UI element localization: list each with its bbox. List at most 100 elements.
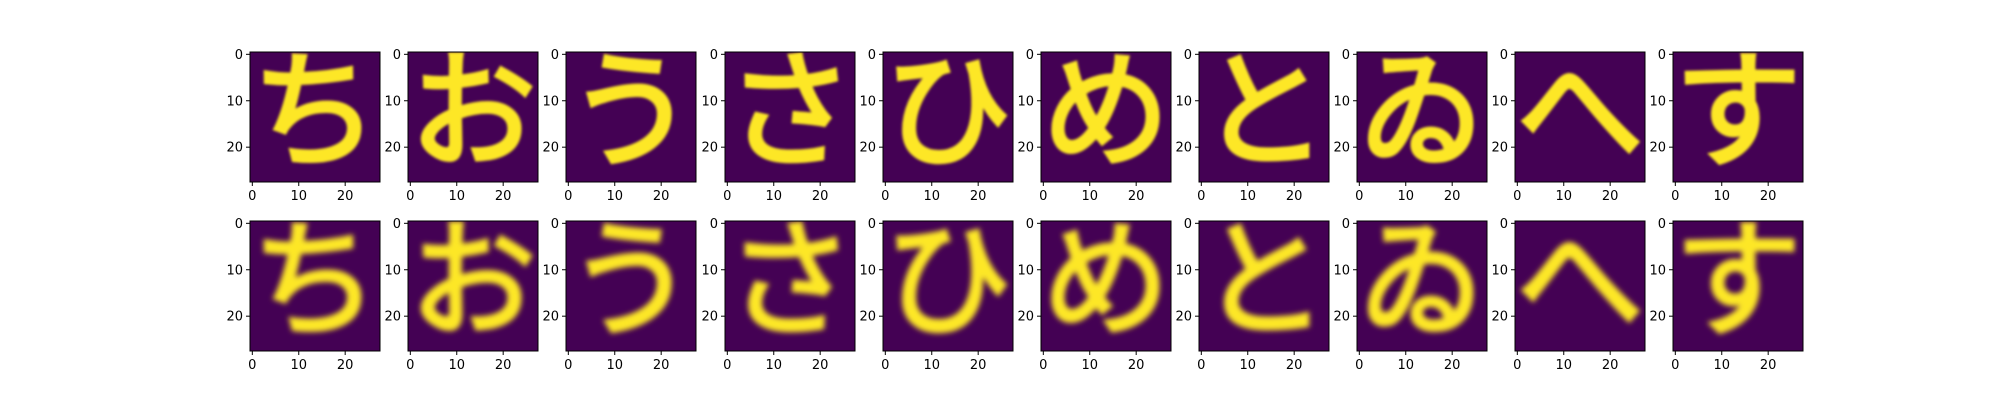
- x-tick-label: 0: [1355, 358, 1363, 373]
- axes-frame: [882, 51, 1014, 183]
- image-background: [408, 221, 538, 351]
- x-tick-label: 0: [881, 189, 889, 204]
- glyph-image: ち: [251, 38, 378, 186]
- axes-frame: [882, 220, 1014, 352]
- x-tick-label: 10: [606, 358, 623, 373]
- x-tick-label: 10: [1555, 189, 1572, 204]
- glyph-image: へ: [1516, 38, 1643, 186]
- x-tick-label: 0: [1513, 189, 1521, 204]
- image-background: [1357, 52, 1487, 182]
- x-tick-label: 10: [290, 189, 307, 204]
- image-background: [725, 221, 855, 351]
- axes-frame: [1356, 51, 1488, 183]
- axes-frame: [1672, 220, 1804, 352]
- x-tick-label: 10: [1713, 358, 1730, 373]
- x-tick-label: 20: [495, 189, 512, 204]
- y-tick-label: 10: [384, 263, 401, 278]
- y-tick-label: 10: [1333, 263, 1350, 278]
- x-tick-label: 10: [1081, 358, 1098, 373]
- y-tick-label: 10: [1175, 263, 1192, 278]
- x-tick-label: 10: [1239, 358, 1256, 373]
- glyph-image: ひ: [884, 207, 1011, 355]
- glyph-image: め: [1042, 207, 1169, 355]
- y-tick-label: 20: [384, 310, 401, 325]
- x-tick-label: 0: [1039, 358, 1047, 373]
- x-tick-label: 20: [1444, 358, 1461, 373]
- y-tick-label: 20: [1649, 141, 1666, 156]
- glyph-image: ゐ: [1358, 38, 1485, 186]
- y-tick-label: 20: [859, 310, 876, 325]
- image-background: [408, 52, 538, 182]
- x-tick-label: 0: [248, 189, 256, 204]
- x-tick-label: 20: [970, 189, 987, 204]
- x-tick-label: 20: [1128, 189, 1145, 204]
- y-tick-label: 10: [542, 263, 559, 278]
- x-tick-label: 10: [1397, 358, 1414, 373]
- x-tick-label: 10: [923, 358, 940, 373]
- image-background: [250, 221, 380, 351]
- y-tick-label: 10: [226, 94, 243, 109]
- x-tick-label: 0: [1039, 189, 1047, 204]
- y-tick-label: 10: [1649, 263, 1666, 278]
- image-background: [1041, 52, 1171, 182]
- glyph-image: ゐ: [1358, 207, 1485, 355]
- x-tick-label: 10: [448, 358, 465, 373]
- x-tick-label: 10: [1239, 189, 1256, 204]
- x-tick-label: 0: [723, 189, 731, 204]
- y-tick-label: 10: [542, 94, 559, 109]
- y-tick-label: 0: [1342, 48, 1350, 63]
- glyph-image: う: [567, 207, 694, 355]
- axes-frame: [724, 51, 856, 183]
- image-background: [1673, 221, 1803, 351]
- y-tick-label: 20: [701, 310, 718, 325]
- image-background: [566, 52, 696, 182]
- x-tick-label: 20: [653, 358, 670, 373]
- y-tick-label: 0: [235, 217, 243, 232]
- axes-frame: [724, 220, 856, 352]
- x-tick-label: 10: [290, 358, 307, 373]
- axes-frame: [407, 51, 539, 183]
- x-tick-label: 0: [1197, 358, 1205, 373]
- x-tick-label: 20: [812, 358, 829, 373]
- glyph-image: お: [409, 38, 536, 186]
- y-tick-label: 0: [1658, 48, 1666, 63]
- axes-frame: [1198, 51, 1330, 183]
- x-tick-label: 10: [448, 189, 465, 204]
- glyph-image: さ: [726, 38, 853, 186]
- x-tick-label: 20: [337, 358, 354, 373]
- image-background: [883, 52, 1013, 182]
- x-tick-label: 20: [1760, 358, 1777, 373]
- x-tick-label: 10: [765, 358, 782, 373]
- x-tick-label: 20: [495, 358, 512, 373]
- image-background: [725, 52, 855, 182]
- y-tick-label: 10: [1491, 94, 1508, 109]
- y-tick-label: 10: [701, 263, 718, 278]
- image-background: [1199, 52, 1329, 182]
- y-tick-label: 0: [235, 48, 243, 63]
- y-tick-label: 0: [551, 217, 559, 232]
- glyph-image: へ: [1516, 207, 1643, 355]
- y-tick-label: 20: [542, 141, 559, 156]
- x-tick-label: 20: [337, 189, 354, 204]
- image-background: [1199, 221, 1329, 351]
- y-tick-label: 0: [1184, 217, 1192, 232]
- y-tick-label: 0: [1184, 48, 1192, 63]
- y-tick-label: 10: [226, 263, 243, 278]
- axes-frame: [1672, 51, 1804, 183]
- x-tick-label: 10: [765, 189, 782, 204]
- x-tick-label: 0: [1355, 189, 1363, 204]
- x-tick-label: 10: [923, 189, 940, 204]
- x-tick-label: 0: [1197, 189, 1205, 204]
- x-tick-label: 20: [812, 189, 829, 204]
- x-tick-label: 0: [723, 358, 731, 373]
